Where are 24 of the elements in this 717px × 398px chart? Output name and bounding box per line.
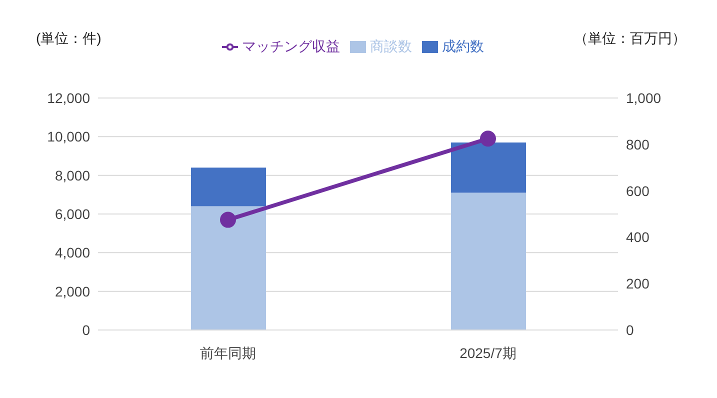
legend-label: マッチング収益 — [242, 38, 340, 54]
bar — [451, 142, 526, 193]
y2-tick-label: 600 — [626, 182, 650, 199]
y-tick-label: 0 — [82, 322, 90, 338]
y-tick-label: 6,000 — [54, 206, 90, 222]
y-tick-label: 4,000 — [54, 244, 90, 261]
y-tick-label: 2,000 — [54, 283, 90, 300]
y2-tick-label: 1,000 — [626, 90, 662, 106]
y2-tick-label: 0 — [626, 322, 634, 338]
legend-label: 成約数 — [442, 38, 484, 54]
y2-tick-label: 400 — [626, 229, 650, 246]
y-axis-title: (単位：件) — [36, 30, 102, 48]
x-tick-label: 2025/7期 — [460, 344, 516, 361]
y-tick-label: 12,000 — [47, 90, 90, 106]
y2-tick-label: 200 — [626, 276, 650, 292]
y2-axis-title: （単位：百万円） — [574, 30, 686, 48]
bar — [191, 206, 266, 330]
y-tick-label: 8,000 — [54, 167, 90, 184]
x-tick-label: 前年同期 — [200, 344, 256, 361]
bar — [191, 168, 266, 206]
legend-label: 商談数 — [370, 38, 412, 54]
y2-tick-label: 800 — [626, 136, 650, 152]
bar — [451, 192, 526, 330]
y-tick-label: 10,000 — [47, 128, 90, 145]
